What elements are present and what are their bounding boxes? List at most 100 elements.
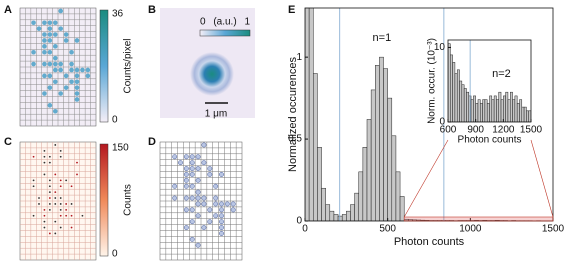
- bar: [480, 103, 483, 122]
- atom: [48, 197, 51, 199]
- atom: [43, 226, 46, 229]
- atom: [47, 26, 53, 31]
- atom: [219, 231, 224, 236]
- y-tick-label: 0: [296, 216, 302, 227]
- bar: [375, 65, 380, 221]
- colorbar-tick: 1: [244, 17, 250, 28]
- atom: [76, 173, 78, 176]
- bar: [528, 110, 531, 122]
- colorbar: [99, 9, 109, 123]
- y-axis-label: Norm. occur. (10⁻³): [427, 38, 438, 124]
- colorbar: [199, 29, 251, 37]
- atom: [58, 8, 64, 14]
- atom: [59, 149, 62, 152]
- atom: [52, 32, 58, 37]
- atom: [59, 155, 62, 158]
- bar: [362, 147, 368, 221]
- atom: [195, 177, 201, 183]
- atom: [195, 213, 201, 219]
- atom: [70, 214, 73, 217]
- x-tick-label: 1000: [459, 224, 482, 235]
- bar: [329, 210, 335, 221]
- bar: [452, 62, 456, 122]
- atom: [38, 197, 40, 199]
- zoom-line: [403, 139, 449, 218]
- bar: [305, 8, 310, 221]
- bar: [325, 204, 331, 221]
- atom: [195, 195, 201, 201]
- atom: [32, 155, 35, 158]
- atom: [63, 85, 69, 90]
- atom: [52, 20, 58, 26]
- bar: [466, 91, 470, 122]
- atom: [48, 161, 51, 164]
- atom: [201, 201, 207, 207]
- atom: [213, 201, 219, 207]
- atom: [213, 213, 219, 219]
- atom: [43, 161, 46, 164]
- atom: [59, 185, 62, 188]
- atom: [189, 207, 195, 213]
- colorbar-tick: 150: [112, 143, 129, 154]
- colorbar-label: (a.u.): [213, 17, 236, 28]
- bar: [456, 69, 460, 122]
- bar: [454, 73, 458, 122]
- y-tick-label: 1: [296, 52, 302, 63]
- atom: [65, 214, 68, 217]
- x-tick-label: 1500: [520, 125, 543, 136]
- colorbar-tick: 0: [112, 249, 118, 260]
- bar: [493, 95, 497, 122]
- bar: [354, 192, 359, 221]
- x-tick-label: 1500: [542, 224, 565, 235]
- bar: [333, 214, 339, 221]
- bar: [516, 103, 520, 122]
- atom: [230, 201, 236, 207]
- zoom-region: [403, 216, 554, 222]
- atom: [74, 73, 80, 79]
- atom: [69, 67, 74, 73]
- atom: [52, 79, 58, 85]
- panel-label: B: [148, 4, 156, 16]
- bar: [313, 73, 318, 221]
- x-tick-label: 0: [302, 224, 308, 235]
- atom: [58, 26, 64, 31]
- atom: [172, 154, 178, 160]
- bar: [496, 99, 499, 122]
- atom: [189, 154, 195, 160]
- atom: [70, 185, 73, 188]
- atom: [207, 207, 213, 213]
- atom: [63, 73, 69, 79]
- atom: [47, 38, 53, 43]
- atom: [32, 179, 35, 182]
- bar: [521, 106, 525, 122]
- atom: [183, 177, 189, 183]
- atom: [81, 214, 84, 217]
- atom: [31, 49, 36, 55]
- atom: [42, 20, 47, 26]
- atom: [43, 149, 46, 152]
- bar: [498, 91, 502, 122]
- bar: [484, 99, 488, 122]
- bar: [370, 89, 376, 221]
- bar: [503, 95, 506, 122]
- atom: [47, 32, 53, 37]
- bar: [463, 88, 467, 122]
- atom: [58, 61, 64, 67]
- bar: [387, 97, 393, 221]
- colorbar-label: Counts: [123, 184, 134, 216]
- atom: [54, 203, 57, 205]
- atom: [43, 155, 46, 158]
- atom: [43, 214, 46, 217]
- atom: [172, 195, 178, 201]
- atom: [59, 226, 62, 229]
- atom: [52, 108, 58, 114]
- atom: [183, 166, 189, 172]
- atom: [230, 207, 236, 213]
- bar: [477, 99, 481, 122]
- bar: [346, 210, 351, 221]
- atom: [189, 166, 195, 172]
- atom: [63, 38, 69, 43]
- bar: [489, 95, 493, 122]
- atom: [213, 195, 219, 201]
